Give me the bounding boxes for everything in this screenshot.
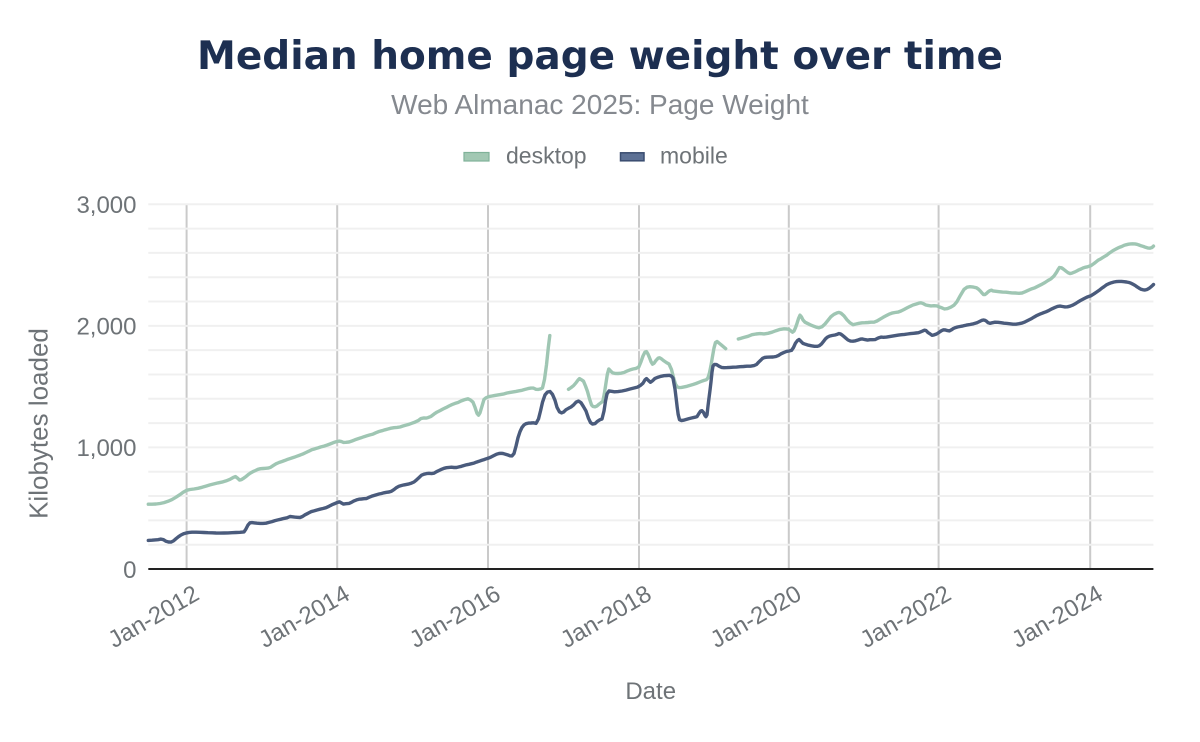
svg-text:0: 0 bbox=[123, 557, 136, 584]
svg-text:2,000: 2,000 bbox=[76, 314, 136, 341]
svg-text:desktop: desktop bbox=[506, 143, 587, 169]
svg-text:Date: Date bbox=[625, 678, 676, 705]
svg-text:3,000: 3,000 bbox=[76, 192, 136, 219]
svg-text:1,000: 1,000 bbox=[76, 435, 136, 462]
svg-text:Kilobytes loaded: Kilobytes loaded bbox=[24, 328, 54, 519]
svg-text:Web Almanac 2025: Page Weight: Web Almanac 2025: Page Weight bbox=[391, 89, 809, 120]
svg-text:Median home page weight over t: Median home page weight over time bbox=[197, 34, 1003, 79]
svg-text:mobile: mobile bbox=[660, 143, 728, 169]
